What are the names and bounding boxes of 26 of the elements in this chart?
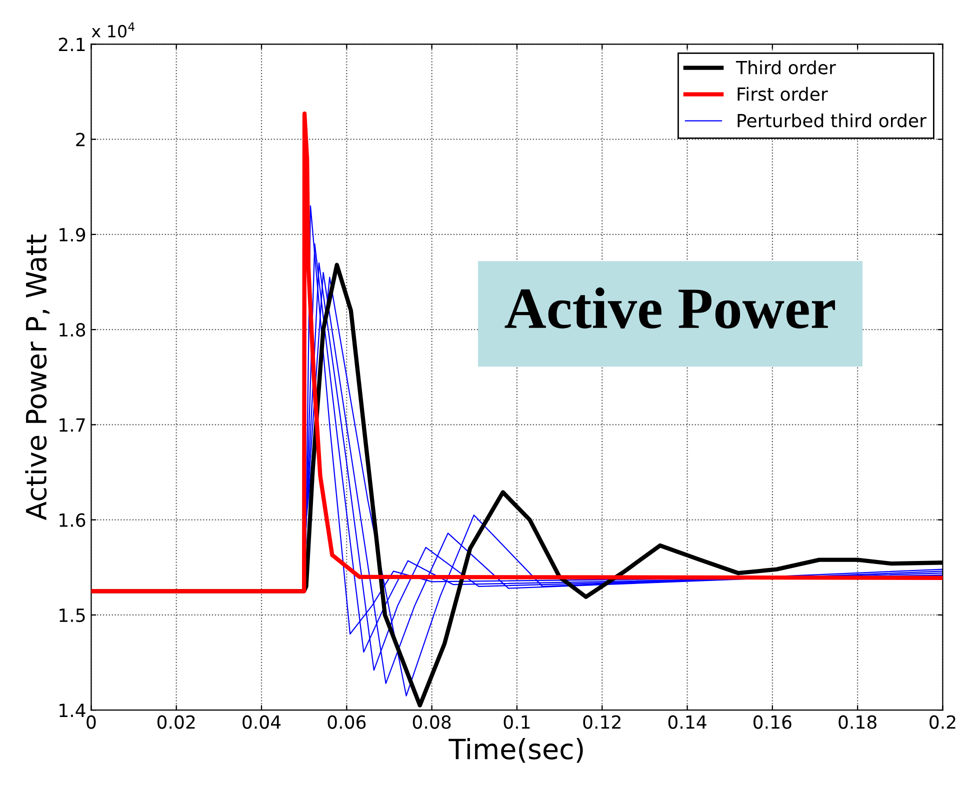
x-tick-label: 0.14: [668, 715, 706, 729]
x-tick-label: 0.1: [504, 715, 530, 729]
text: x 10$^{4}$: [92, 22, 134, 38]
x-tick-label: 0.12: [583, 715, 620, 729]
y-tick-label: 1.7: [60, 418, 85, 432]
x-tick-label: 0.02: [157, 715, 195, 729]
x-tick-label: 0.06: [328, 715, 366, 729]
x-tick-label: 0.16: [754, 715, 792, 729]
legend-label: Perturbed third order: [738, 113, 926, 128]
x-tick-label: 0.08: [412, 715, 451, 729]
y-tick-label: 1.4: [60, 704, 86, 717]
x-tick-label: 0.04: [242, 715, 281, 729]
y-tick-label: 1.9: [60, 228, 86, 242]
x-tick-label: 0: [86, 715, 96, 729]
annotation: Active Power: [504, 287, 835, 328]
y-tick-label: 1.8: [60, 323, 86, 337]
y-axis-title: Active Power P, Watt: [25, 234, 50, 520]
y-tick-label: 2.1: [58, 38, 85, 52]
legend-label: First order: [738, 86, 828, 101]
x-tick-label: 0.18: [838, 715, 876, 729]
x-axis-title: Time(sec): [448, 738, 583, 763]
y-tick-label: 1.6: [60, 513, 86, 527]
y-tick-label: 1.5: [60, 608, 85, 622]
legend-label: Third order: [736, 60, 836, 74]
y-tick-label: 2: [76, 132, 85, 146]
x-tick-label: 0.2: [930, 715, 956, 729]
